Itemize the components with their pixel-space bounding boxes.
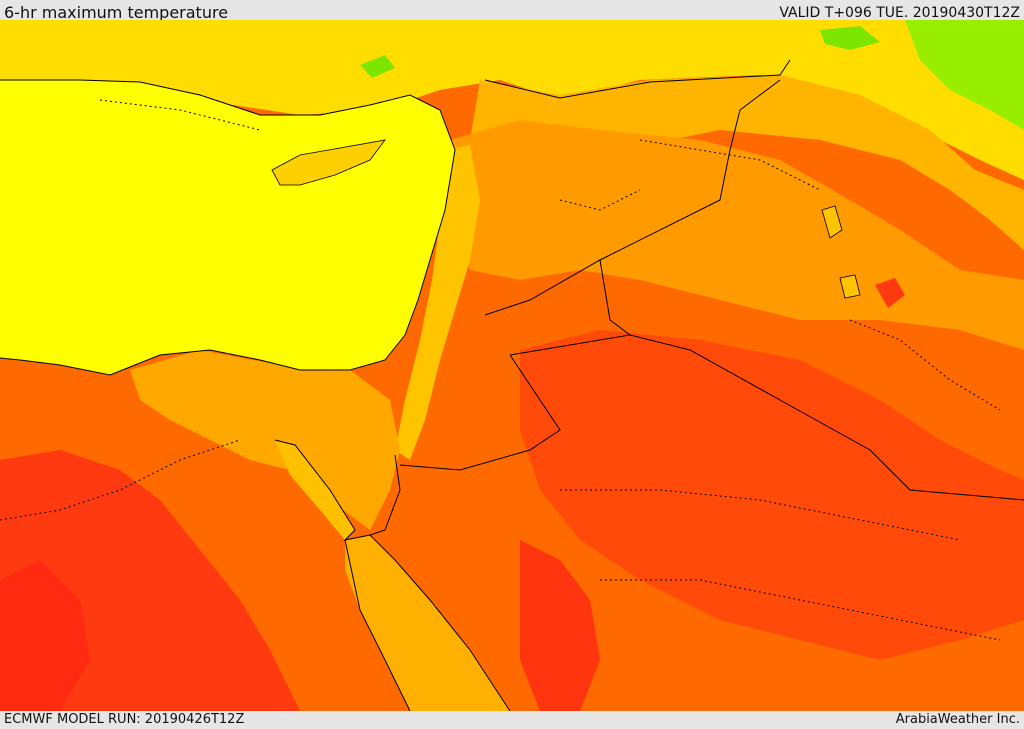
lake-habbaniyah: [839, 274, 861, 299]
model-run: ECMWF MODEL RUN: 20190426T12Z: [4, 712, 245, 727]
green-patch-1: [360, 55, 395, 78]
green-patch-4: [905, 20, 1024, 130]
credit: ArabiaWeather Inc.: [895, 712, 1020, 727]
header-bar: 6-hr maximum temperature VALID T+096 TUE…: [0, 0, 1024, 22]
arabia-red-1: [520, 330, 1024, 660]
sinai-amber: [130, 350, 400, 530]
map-canvas: [0, 20, 1024, 711]
arabia-red-2: [520, 540, 600, 711]
north-light-band: [460, 75, 1024, 250]
lake-tharthar: [821, 205, 843, 239]
red-sea: [345, 535, 510, 711]
internal-borders: [0, 99, 1001, 641]
egypt-red-2: [0, 560, 90, 711]
political-borders: [399, 59, 1024, 501]
footer-bar: ECMWF MODEL RUN: 20190426T12Z ArabiaWeat…: [0, 711, 1024, 729]
coastlines: [0, 79, 511, 711]
temperature-map[interactable]: [0, 20, 1024, 711]
cyprus: [271, 139, 386, 186]
mediterranean-sea: [0, 80, 455, 375]
north-yellow-band: [0, 20, 1024, 180]
green-patch-2: [820, 26, 880, 50]
valid-time: VALID T+096 TUE. 20190430T12Z: [779, 5, 1020, 21]
levant-strip: [395, 145, 480, 460]
map-title: 6-hr maximum temperature: [4, 3, 229, 22]
gulf-of-suez: [275, 440, 355, 540]
iraq-hot-spot: [875, 278, 905, 308]
